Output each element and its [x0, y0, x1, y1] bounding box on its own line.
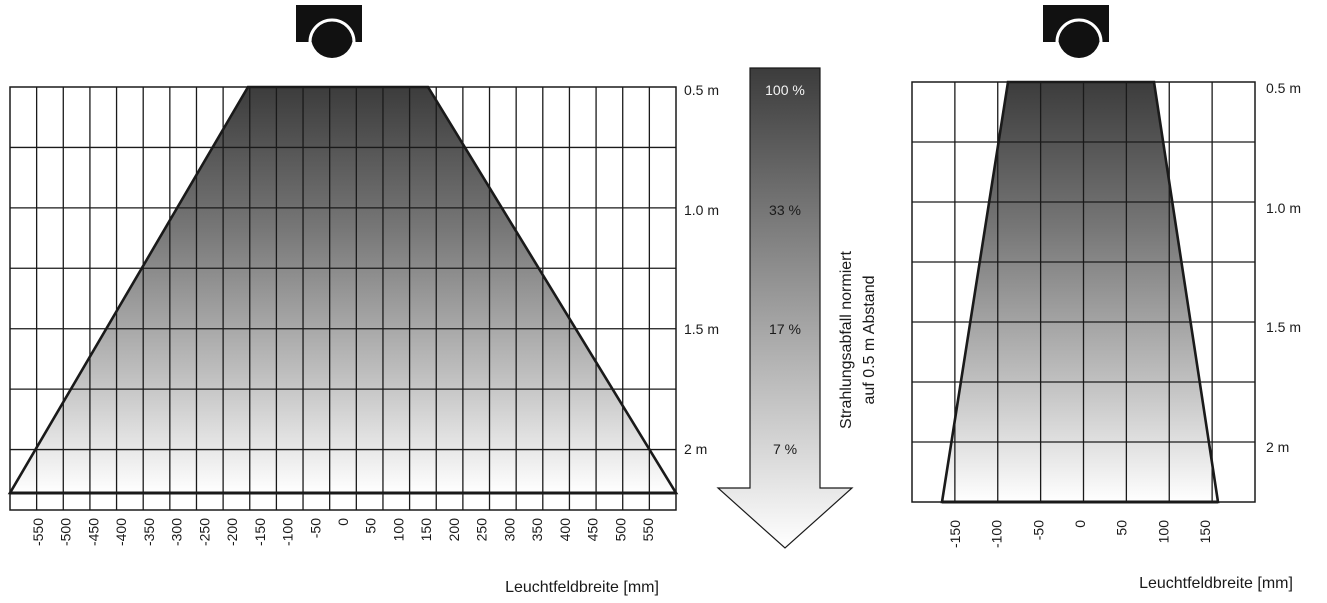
left-beam-chart: -550 -500 -450 -400 -350 -300 -250 -200 -150 -100…	[7, 82, 719, 596]
percent-label: 7 %	[773, 441, 797, 457]
x-tick-label: -500	[58, 518, 74, 546]
camera-icon	[1043, 5, 1109, 58]
x-tick-label: 200	[446, 518, 462, 542]
x-tick-label: -350	[141, 518, 157, 546]
right-distance-label: 1.0 m	[1266, 200, 1301, 216]
left-distance-label: 2 m	[684, 441, 707, 457]
x-tick-label: -550	[30, 518, 46, 546]
percent-label: 17 %	[769, 321, 801, 337]
left-x-ticks: -550 -500 -450 -400 -350 -300 -250 -200 -150 -100…	[30, 518, 656, 546]
left-grid	[10, 87, 676, 510]
camera-icon	[296, 5, 362, 58]
x-tick-label: 150	[1197, 520, 1213, 544]
x-tick-label: -100	[989, 520, 1005, 548]
right-distance-label: 0.5 m	[1266, 80, 1301, 96]
x-tick-label: 300	[501, 518, 517, 542]
x-tick-label: 0	[1072, 520, 1088, 528]
right-beam-shape	[942, 82, 1218, 502]
x-tick-label: 450	[585, 518, 601, 542]
right-beam-chart: -150 -100 -50 0 50 100 150 0.5 m 1.0 m 1.5 m 2…	[911, 80, 1301, 592]
left-distance-label: 0.5 m	[684, 82, 719, 98]
x-tick-label: 100	[1155, 520, 1171, 544]
right-distance-label: 1.5 m	[1266, 319, 1301, 335]
x-tick-label: -50	[1030, 520, 1046, 540]
x-tick-label: 400	[557, 518, 573, 542]
left-beam-shape	[10, 87, 676, 493]
percent-label: 100 %	[765, 82, 805, 98]
arrow-caption-line1: Strahlungsabfall normiert	[838, 251, 855, 429]
right-axis-title: Leuchtfeldbreite [mm]	[1139, 575, 1293, 592]
x-tick-label: 150	[418, 518, 434, 542]
x-tick-label: 50	[1114, 520, 1130, 536]
x-tick-label: 100	[390, 518, 406, 542]
left-distance-label: 1.0 m	[684, 202, 719, 218]
x-tick-label: 550	[640, 518, 656, 542]
x-tick-label: 50	[363, 518, 379, 534]
arrow-shape	[716, 67, 854, 549]
percent-label: 33 %	[769, 202, 801, 218]
arrow-caption-line2: auf 0.5 m Abstand	[861, 276, 878, 405]
x-tick-label: -200	[224, 518, 240, 546]
x-tick-label: -100	[280, 518, 296, 546]
x-tick-label: 500	[612, 518, 628, 542]
right-distance-label: 2 m	[1266, 439, 1289, 455]
left-axis-title: Leuchtfeldbreite [mm]	[505, 579, 659, 596]
right-x-ticks: -150 -100 -50 0 50 100 150	[947, 520, 1213, 548]
x-tick-label: -150	[252, 518, 268, 546]
x-tick-label: -50	[307, 518, 323, 538]
x-tick-label: -300	[169, 518, 185, 546]
x-tick-label: 0	[335, 518, 351, 526]
x-tick-label: -250	[196, 518, 212, 546]
x-tick-label: 350	[529, 518, 545, 542]
intensity-arrow: 100 % 33 % 17 % 7 % Strahlungsabfall nor…	[716, 67, 878, 549]
x-tick-label: -150	[947, 520, 963, 548]
x-tick-label: -400	[113, 518, 129, 546]
x-tick-label: 250	[474, 518, 490, 542]
left-distance-label: 1.5 m	[684, 321, 719, 337]
x-tick-label: -450	[85, 518, 101, 546]
